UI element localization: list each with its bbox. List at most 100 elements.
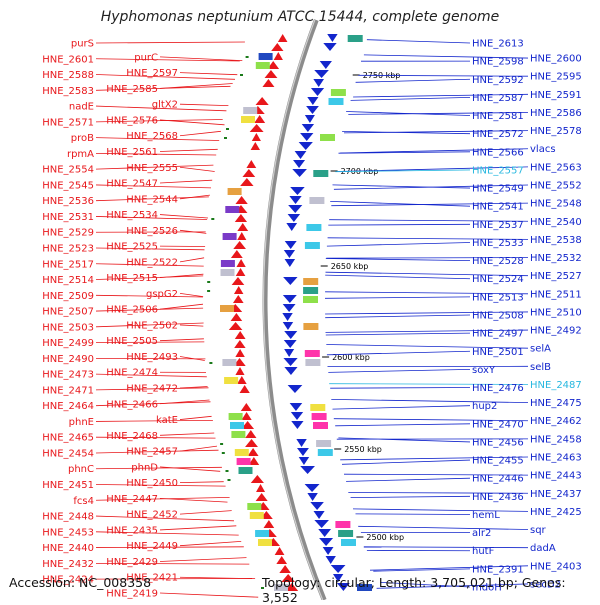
right-strand-gene — [314, 520, 329, 528]
gene-label: soxY — [472, 365, 496, 376]
feature-tracks — [207, 34, 372, 591]
gene-label: HNE_2453 — [42, 527, 94, 538]
gene-label: HNE_2600 — [530, 54, 582, 65]
right-strand-gene — [307, 97, 318, 105]
left-strand-gene — [256, 493, 268, 501]
right-strand-gene — [320, 61, 332, 69]
annotation-block — [306, 224, 321, 231]
gene-label: HNE_2547 — [106, 179, 158, 190]
track-tick — [209, 362, 212, 364]
gene-leader-line — [96, 358, 205, 359]
gene-label: HNE_2613 — [472, 39, 524, 50]
kbp-tick-label: 2550 kbp — [344, 445, 382, 454]
left-strand-gene — [235, 196, 247, 204]
gene-label: HNE_2455 — [472, 456, 524, 467]
left-strand-gene — [237, 376, 247, 384]
gene-leader-line — [358, 526, 528, 529]
right-strand-gene — [299, 142, 313, 150]
right-strand-gene — [327, 34, 337, 42]
gene-leader-line — [325, 275, 470, 279]
gene-leader-line — [331, 399, 528, 402]
gene-label: nadE — [69, 102, 94, 113]
right-strand-gene — [283, 295, 297, 303]
gene-label: sqr — [530, 525, 547, 536]
gene-leader-line — [96, 42, 245, 43]
gene-leader-line — [328, 224, 470, 225]
gene-label: hutF — [472, 546, 495, 557]
left-strand-gene — [240, 178, 253, 186]
annotation-block — [348, 35, 363, 42]
annotation-block — [303, 287, 318, 294]
right-strand-gene — [283, 304, 296, 312]
gene-label: HNE_2497 — [472, 329, 524, 340]
gene-label: HNE_2548 — [530, 199, 582, 210]
annotation-block — [303, 323, 318, 330]
gene-leader-line — [96, 467, 222, 468]
gene-label: HNE_2578 — [530, 126, 582, 137]
gene-leader-line — [180, 293, 203, 296]
left-strand-gene — [236, 259, 245, 267]
left-strand-gene — [274, 52, 283, 60]
right-strand-gene — [283, 277, 297, 285]
gene-leader-line — [342, 460, 470, 464]
gene-leader-line — [325, 297, 470, 298]
gene-leader-line — [353, 509, 528, 512]
gene-label: gspG2 — [146, 289, 178, 300]
gene-label: HNE_2523 — [42, 243, 94, 254]
right-strand-gene — [314, 70, 329, 78]
track-tick — [222, 452, 225, 454]
annotation-block — [312, 413, 327, 420]
gene-label: HNE_2532 — [530, 253, 582, 264]
annotation-block — [338, 530, 353, 537]
gene-label: HNE_2429 — [106, 557, 158, 568]
gene-label: HNE_2505 — [106, 336, 158, 347]
gene-label: HNE_2525 — [106, 242, 158, 253]
gene-label: HNE_2557 — [472, 165, 524, 176]
gene-leader-line — [180, 167, 215, 171]
annotation-block — [320, 134, 335, 141]
right-strand-gene — [290, 403, 303, 411]
gene-label: HNE_2513 — [472, 292, 524, 303]
gene-label: HNE_2499 — [42, 338, 94, 349]
annotation-block — [310, 404, 325, 411]
gene-label: HNE_2566 — [472, 147, 524, 158]
track-tick — [220, 443, 223, 445]
gene-label: rpmA — [67, 149, 94, 160]
right-strand-gene — [297, 448, 309, 456]
right-strand-gene — [300, 466, 315, 474]
gene-label: HNE_2436 — [472, 492, 524, 503]
gene-label: HNE_2511 — [530, 289, 582, 300]
left-strand-gene — [237, 232, 246, 240]
left-strand-gene — [251, 475, 264, 483]
annotation-block — [220, 305, 234, 312]
gene-label: HNE_2492 — [530, 326, 582, 337]
gene-leader-line — [96, 420, 213, 421]
gene-label: HNE_2454 — [42, 448, 94, 459]
left-strand-gene — [254, 115, 265, 123]
left-strand-gene — [231, 313, 243, 321]
gene-label: HNE_2508 — [472, 311, 524, 322]
gene-label: HNE_2446 — [472, 474, 524, 485]
gene-leader-line — [160, 433, 214, 435]
gene-label: HNE_2509 — [42, 291, 94, 302]
gene-leader-line — [326, 259, 470, 261]
annotation-block — [256, 62, 270, 69]
right-strand-gene — [302, 124, 314, 132]
gene-leader-line — [180, 258, 204, 262]
gene-label: HNE_2448 — [42, 512, 94, 523]
left-strand-gene — [279, 565, 291, 573]
gene-label: HNE_2592 — [472, 75, 524, 86]
annotation-block — [341, 539, 356, 546]
left-strand-gene — [265, 70, 278, 78]
annotation-block — [313, 422, 328, 429]
left-strand-gene — [248, 448, 259, 456]
right-strand-gene — [295, 151, 307, 159]
annotation-block — [258, 539, 272, 546]
right-strand-gene — [283, 358, 297, 366]
gene-label: HNE_2561 — [106, 147, 158, 158]
left-strand-gene — [278, 34, 288, 42]
gene-label: HNE_2474 — [106, 368, 158, 379]
gene-label: HNE_2554 — [42, 165, 94, 176]
annotation-block — [229, 413, 243, 420]
gene-label: HNE_2473 — [42, 370, 94, 381]
